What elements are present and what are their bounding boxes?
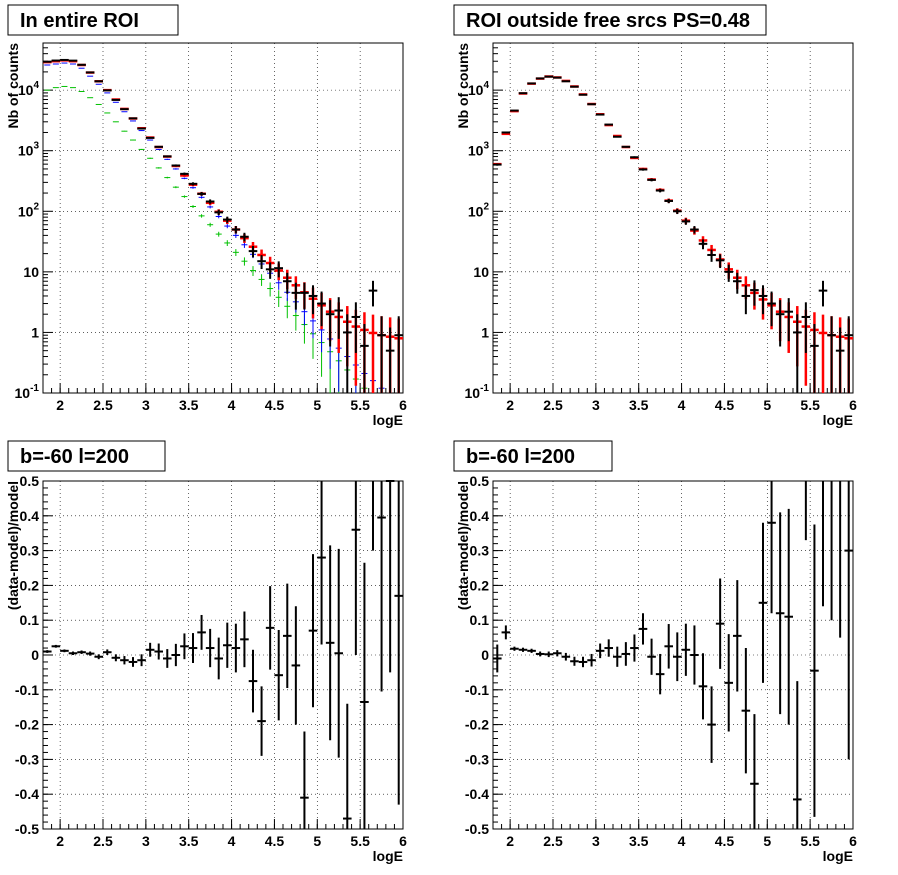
y-tick-label: -0.2	[465, 717, 489, 733]
x-axis-title: logE	[373, 848, 403, 864]
y-tick-label: -0.5	[465, 821, 489, 837]
y-tick-label: 10	[473, 264, 489, 280]
x-tick-label: 3.5	[629, 397, 649, 413]
series-black	[493, 75, 853, 393]
y-tick-label: 10-1	[15, 383, 40, 401]
x-tick-label: 2.5	[93, 397, 113, 413]
x-tick-label: 5	[313, 397, 321, 413]
y-tick-label: 102	[18, 201, 40, 219]
y-tick-label: -0.2	[15, 717, 39, 733]
x-tick-label: 5	[763, 833, 771, 849]
x-tick-label: 2.5	[543, 397, 563, 413]
y-axis-title: (data-model)/model	[455, 481, 471, 610]
y-tick-label: 0.5	[20, 473, 40, 489]
x-tick-label: 3	[142, 833, 150, 849]
y-tick-label: -0.5	[15, 821, 39, 837]
x-tick-label: 2	[506, 397, 514, 413]
x-tick-label: 3.5	[629, 833, 649, 849]
plot-frame	[492, 42, 854, 394]
x-tick-label: 6	[849, 397, 857, 413]
x-tick-label: 4	[228, 833, 236, 849]
y-tick-label: -0.1	[15, 682, 39, 698]
x-tick-label: 5	[313, 833, 321, 849]
y-tick-label: 0.3	[20, 543, 40, 559]
x-tick-label: 4	[678, 833, 686, 849]
plot-frame	[42, 42, 404, 394]
y-axis-title: (data-model)/model	[5, 481, 21, 610]
x-tick-label: 4.5	[265, 397, 285, 413]
x-tick-label: 5.5	[350, 833, 370, 849]
x-tick-label: 2	[56, 397, 64, 413]
x-tick-label: 3	[592, 833, 600, 849]
x-axis-title: logE	[373, 412, 403, 428]
y-tick-label: 103	[468, 141, 490, 159]
x-tick-label: 5.5	[800, 833, 820, 849]
y-tick-label: 0.4	[470, 508, 490, 524]
title-box	[7, 4, 179, 36]
x-tick-label: 4	[678, 397, 686, 413]
y-tick-label: 0.1	[470, 612, 490, 628]
y-tick-label: 104	[468, 80, 490, 98]
x-tick-label: 3.5	[179, 397, 199, 413]
y-tick-label: 102	[468, 201, 490, 219]
series-black	[493, 481, 853, 829]
y-axis-title: Nb of counts	[455, 43, 471, 129]
y-tick-label: -0.4	[465, 786, 489, 802]
y-tick-label: -0.4	[15, 786, 39, 802]
y-tick-label: 0.2	[20, 577, 40, 593]
y-tick-label: 1	[31, 324, 39, 340]
title-box	[453, 440, 613, 472]
x-axis-title: logE	[823, 848, 853, 864]
y-tick-label: 0	[31, 647, 39, 663]
chart-panel-4: 2 2.5 3 3.5 4 4.5 5 5.5 6 -0.5 -0.4 -0.3 -0.2 -0.1 0 0.…	[453, 440, 857, 864]
y-tick-label: 103	[18, 141, 40, 159]
y-tick-label: -0.1	[465, 682, 489, 698]
y-tick-label: 1	[481, 324, 489, 340]
panel-title: b=-60 l=200	[20, 446, 129, 468]
x-tick-label: 6	[399, 397, 407, 413]
y-tick-label: 0.2	[470, 577, 490, 593]
x-tick-label: 4.5	[715, 833, 735, 849]
title-box	[7, 440, 166, 472]
chart-panel-2: 2 2.5 3 3.5 4 4.5 5 5.5 6 10-1 1 10 102 103 104 logE Nb …	[453, 4, 857, 428]
series-black	[43, 480, 403, 829]
x-tick-label: 3	[142, 397, 150, 413]
y-tick-label: 10	[23, 264, 39, 280]
x-tick-label: 6	[399, 833, 407, 849]
y-tick-label: -0.3	[15, 751, 39, 767]
panel-title: In entire ROI	[20, 10, 139, 32]
x-tick-label: 2	[56, 833, 64, 849]
y-tick-label: 0.3	[470, 543, 490, 559]
chart-panel-1: 2 2.5 3 3.5 4 4.5 5 5.5 6 10-1 1 10 102 103 104 logE Nb …	[5, 4, 407, 428]
x-tick-label: 5.5	[350, 397, 370, 413]
y-tick-label: 0.4	[20, 508, 40, 524]
panel-title: b=-60 l=200	[466, 446, 575, 468]
y-tick-label: 0	[481, 647, 489, 663]
x-tick-label: 4.5	[715, 397, 735, 413]
x-axis-title: logE	[823, 412, 853, 428]
chart-panel-3: 2 2.5 3 3.5 4 4.5 5 5.5 6 -0.5 -0.4 -0.3 -0.2 -0.1 0 0.…	[5, 440, 407, 864]
y-tick-label: 0.5	[470, 473, 490, 489]
y-tick-label: -0.3	[465, 751, 489, 767]
x-tick-label: 4	[228, 397, 236, 413]
x-tick-label: 5	[763, 397, 771, 413]
x-tick-label: 3.5	[179, 833, 199, 849]
x-tick-label: 5.5	[800, 397, 820, 413]
panel-title: ROI outside free srcs PS=0.48	[466, 10, 750, 32]
x-tick-label: 2.5	[543, 833, 563, 849]
title-box	[453, 4, 767, 36]
series-black	[43, 58, 403, 393]
x-tick-label: 3	[592, 397, 600, 413]
y-tick-label: 10-1	[465, 383, 490, 401]
x-tick-label: 2.5	[93, 833, 113, 849]
y-tick-label: 0.1	[20, 612, 40, 628]
x-tick-label: 6	[849, 833, 857, 849]
y-axis-title: Nb of counts	[5, 43, 21, 129]
x-tick-label: 2	[506, 833, 514, 849]
y-tick-label: 104	[18, 80, 40, 98]
x-tick-label: 4.5	[265, 833, 285, 849]
